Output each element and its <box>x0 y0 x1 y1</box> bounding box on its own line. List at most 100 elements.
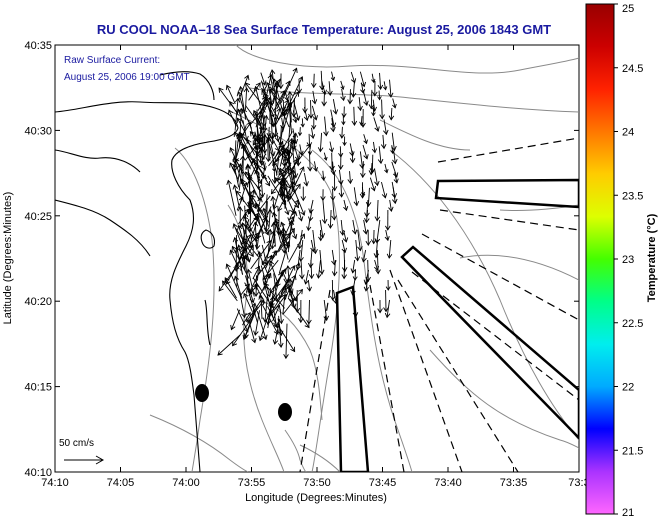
colorbar <box>585 3 615 515</box>
current-vector <box>372 80 378 97</box>
current-vector <box>285 265 291 283</box>
current-vector <box>286 137 294 164</box>
current-vector <box>295 249 301 271</box>
current-vector <box>267 175 287 206</box>
current-vector <box>307 151 313 172</box>
current-vector <box>262 133 268 150</box>
current-vector <box>341 259 347 280</box>
current-vector <box>257 164 268 180</box>
current-vector <box>347 89 353 105</box>
current-vector <box>300 186 307 202</box>
colorbar-tick-label: 22 <box>622 382 634 394</box>
current-vector <box>341 115 346 126</box>
current-vector <box>232 223 244 250</box>
current-vector <box>331 259 338 277</box>
current-vector <box>300 118 305 128</box>
current-vector <box>388 107 395 121</box>
current-vector <box>224 277 237 299</box>
current-vectors <box>217 67 399 360</box>
current-vector <box>341 239 347 254</box>
current-vector <box>250 194 269 223</box>
current-vector <box>384 299 391 319</box>
current-vector <box>377 72 384 91</box>
current-vector <box>252 133 258 162</box>
current-vector <box>303 269 310 285</box>
current-vector <box>259 129 265 167</box>
current-vector <box>387 79 394 98</box>
current-vector <box>271 211 282 243</box>
annotation-line-2: August 25, 2006 19:00 GMT <box>64 72 190 83</box>
current-vector <box>267 208 273 228</box>
current-vector <box>347 171 353 185</box>
current-vector <box>392 151 398 165</box>
current-vector <box>310 239 316 253</box>
current-vector <box>363 269 370 285</box>
current-vector <box>238 107 244 148</box>
current-vector <box>392 186 398 205</box>
current-vector <box>243 306 258 339</box>
current-vector <box>280 67 298 104</box>
current-vector <box>329 279 336 301</box>
current-vector <box>265 135 272 161</box>
colorbar-tick-label: 23.5 <box>622 190 643 202</box>
current-vector <box>275 273 283 288</box>
current-vector <box>342 136 347 147</box>
current-vector <box>359 151 365 170</box>
current-vector <box>242 120 249 142</box>
current-vector <box>239 218 250 246</box>
current-vector <box>286 196 296 214</box>
current-vector <box>234 97 241 131</box>
colorbar-tick-label: 24.5 <box>622 63 643 75</box>
current-vector <box>373 117 380 132</box>
y-tick-label: 40:15 <box>24 382 52 394</box>
current-vector <box>248 321 257 344</box>
current-vector <box>252 221 259 250</box>
current-vector <box>232 184 240 209</box>
current-vector <box>274 107 282 125</box>
current-vector <box>237 206 244 228</box>
current-vector <box>282 167 295 184</box>
current-vector <box>303 106 310 122</box>
current-vector <box>272 181 283 210</box>
current-vector <box>287 286 295 304</box>
current-vector <box>297 229 303 250</box>
current-vector <box>240 254 248 271</box>
current-vector <box>362 219 369 235</box>
current-vector <box>365 229 372 246</box>
current-vector <box>311 105 318 121</box>
current-vector <box>280 265 296 294</box>
current-vector <box>385 279 391 291</box>
current-vector <box>241 178 258 210</box>
current-vector <box>318 249 325 275</box>
current-vector <box>289 143 312 172</box>
current-vector <box>284 274 297 301</box>
current-vector <box>218 87 238 114</box>
colorbar-ticks: 25 24.5 24 23.5 23 22.5 22 21.5 21 <box>614 3 643 518</box>
x-tick-label: 73:55 <box>238 477 266 489</box>
current-vector <box>253 310 260 336</box>
current-vector <box>368 163 375 176</box>
current-vector <box>308 259 315 280</box>
y-tick-label: 40:20 <box>24 296 52 308</box>
current-vector <box>236 117 246 134</box>
current-vector <box>293 100 301 122</box>
current-vector <box>338 181 345 198</box>
coastline <box>55 71 239 472</box>
current-vector <box>291 140 299 179</box>
current-vector <box>278 309 284 325</box>
current-vector <box>328 141 334 153</box>
current-vector <box>236 308 249 333</box>
x-axis-label: Longitude (Degrees:Minutes) <box>245 492 387 504</box>
x-tick-label: 73:35 <box>500 477 528 489</box>
current-vector <box>393 172 399 184</box>
current-vector <box>298 209 304 222</box>
y-tick-label: 40:10 <box>24 467 52 479</box>
current-vector <box>282 283 289 315</box>
current-vector <box>374 259 380 272</box>
current-vector <box>262 259 279 281</box>
current-vector <box>261 247 272 266</box>
current-vector <box>262 73 274 111</box>
current-vector <box>311 90 318 105</box>
current-vector <box>296 79 303 94</box>
